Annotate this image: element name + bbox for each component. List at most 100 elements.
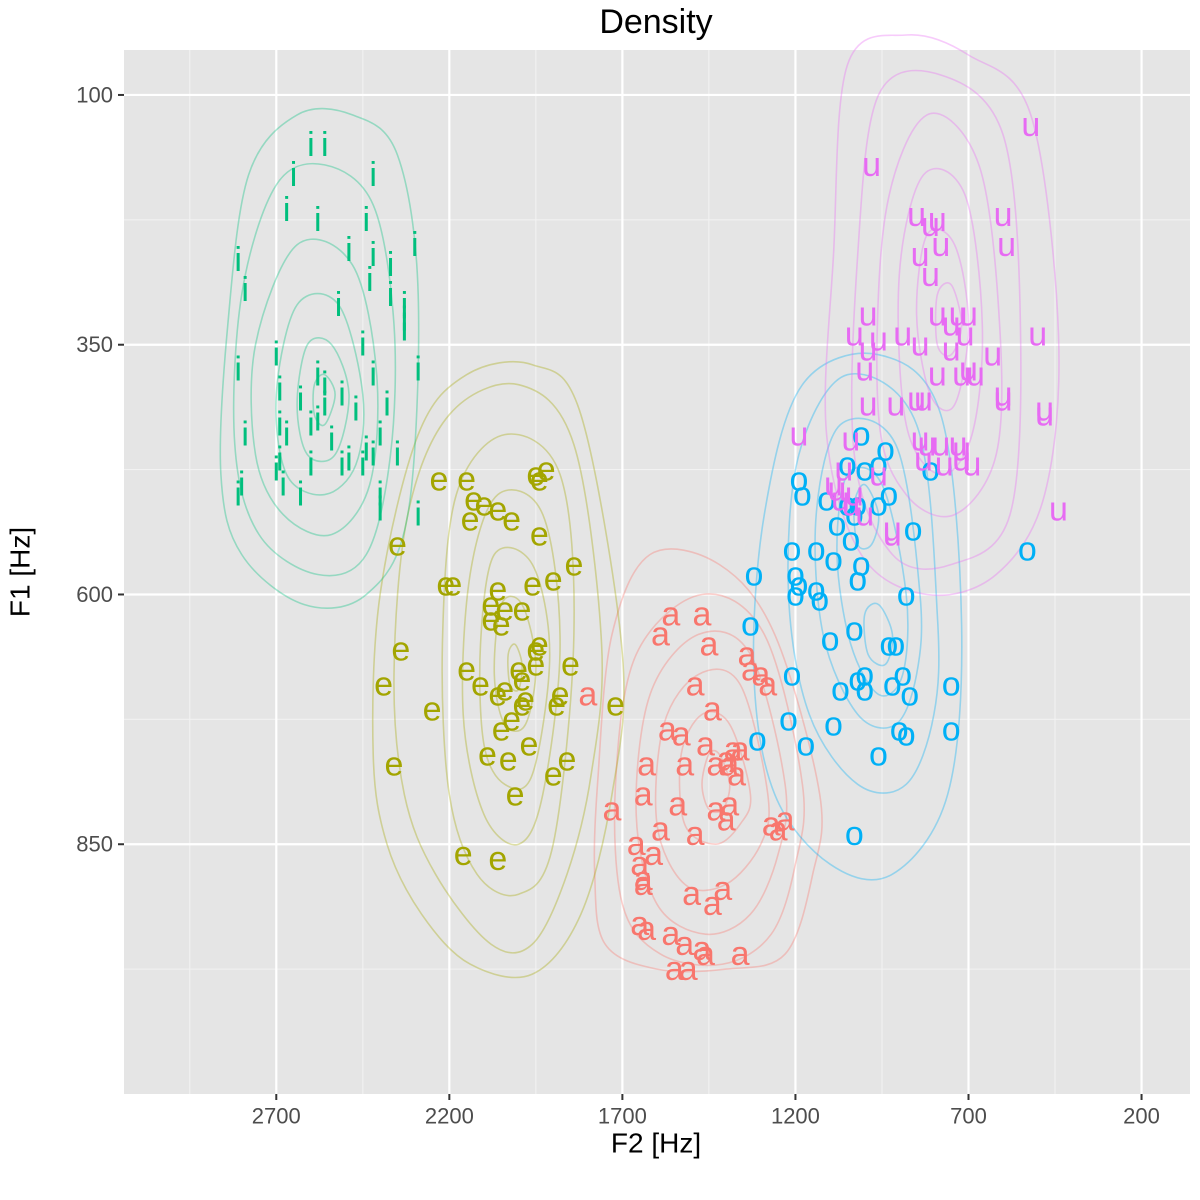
point-a: a xyxy=(637,745,656,783)
contour-o xyxy=(814,417,923,729)
point-a: a xyxy=(706,745,725,783)
contour-o xyxy=(836,466,909,697)
point-e: e xyxy=(499,740,518,778)
x-tick-label: 1700 xyxy=(598,1104,647,1129)
point-i: i xyxy=(414,496,422,534)
point-o: o xyxy=(879,625,898,663)
point-i: i xyxy=(411,226,419,264)
y-tick-label: 350 xyxy=(76,332,113,357)
point-u: u xyxy=(869,321,888,359)
point-i: i xyxy=(338,376,346,414)
contour-i xyxy=(232,162,397,577)
point-a: a xyxy=(720,745,739,783)
contour-u xyxy=(897,167,984,476)
point-e: e xyxy=(385,745,404,783)
contour-o xyxy=(752,352,963,881)
point-a: a xyxy=(693,930,712,968)
point-o: o xyxy=(942,665,961,703)
point-a: a xyxy=(758,665,777,703)
point-u: u xyxy=(824,466,843,504)
point-o: o xyxy=(807,570,826,608)
point-u: u xyxy=(1035,391,1054,429)
y-axis-title: F1 [Hz] xyxy=(5,527,36,617)
point-i: i xyxy=(314,201,322,239)
point-e: e xyxy=(513,685,532,723)
point-a: a xyxy=(651,810,670,848)
point-o: o xyxy=(796,725,815,763)
point-e: e xyxy=(488,570,507,608)
point-o: o xyxy=(841,521,860,559)
contour-e xyxy=(393,382,604,954)
chart-title: Density xyxy=(599,3,712,41)
point-a: a xyxy=(651,615,670,653)
point-o: o xyxy=(807,531,826,569)
point-o: o xyxy=(838,486,857,524)
contour-o xyxy=(787,373,940,794)
point-o: o xyxy=(1018,531,1037,569)
contour-i xyxy=(296,337,350,463)
point-o: o xyxy=(783,655,802,693)
point-e: e xyxy=(495,670,514,708)
point-u: u xyxy=(841,421,860,459)
axes: 2700 2200 1700 1200 700 200 100 350 600 850 xyxy=(76,82,1160,1128)
point-a: a xyxy=(634,860,653,898)
point-e: e xyxy=(464,481,483,519)
point-a: a xyxy=(769,810,788,848)
point-o: o xyxy=(897,575,916,613)
point-u: u xyxy=(983,336,1002,374)
point-o: o xyxy=(831,670,850,708)
point-i: i xyxy=(234,351,242,389)
point-i: i xyxy=(238,466,246,504)
point-a: a xyxy=(762,805,781,843)
point-e: e xyxy=(481,600,500,638)
point-e: e xyxy=(537,451,556,489)
point-e: e xyxy=(502,501,521,539)
x-tick-label: 2200 xyxy=(425,1104,474,1129)
contour-e xyxy=(461,488,561,846)
point-e: e xyxy=(457,650,476,688)
point-u: u xyxy=(928,201,947,239)
point-e: e xyxy=(436,565,455,603)
point-u: u xyxy=(886,386,905,424)
contour-i xyxy=(250,238,379,537)
point-e: e xyxy=(391,630,410,668)
point-u: u xyxy=(845,476,864,514)
point-i: i xyxy=(359,326,367,364)
point-e: e xyxy=(506,775,525,813)
point-u: u xyxy=(921,256,940,294)
point-o: o xyxy=(893,655,912,693)
point-i: i xyxy=(321,126,329,164)
point-i: i xyxy=(297,476,305,514)
point-e: e xyxy=(509,650,528,688)
point-u: u xyxy=(1049,491,1068,529)
point-i: i xyxy=(401,286,409,324)
point-e: e xyxy=(544,560,563,598)
point-u: u xyxy=(952,441,971,479)
point-u: u xyxy=(914,441,933,479)
y-tick-label: 100 xyxy=(76,82,113,107)
point-o: o xyxy=(855,451,874,489)
point-u: u xyxy=(789,416,808,454)
point-u: u xyxy=(911,421,930,459)
point-i: i xyxy=(394,436,402,474)
point-a: a xyxy=(634,865,653,903)
point-a: a xyxy=(637,910,656,948)
point-a: a xyxy=(693,595,712,633)
point-a: a xyxy=(720,785,739,823)
point-a: a xyxy=(578,675,597,713)
point-i: i xyxy=(376,476,384,514)
plot-panel xyxy=(124,50,1190,1094)
contour-a xyxy=(613,593,805,967)
point-a: a xyxy=(668,785,687,823)
contour-a xyxy=(593,548,823,973)
grid-lines xyxy=(124,50,1190,1094)
point-o: o xyxy=(779,700,798,738)
point-o: o xyxy=(824,705,843,743)
point-e: e xyxy=(544,755,563,793)
point-u: u xyxy=(959,296,978,334)
point-i: i xyxy=(387,276,395,314)
point-e: e xyxy=(474,486,493,524)
point-i: i xyxy=(273,451,281,489)
